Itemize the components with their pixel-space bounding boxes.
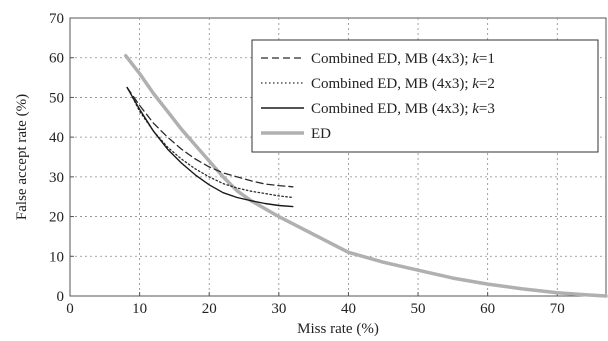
series-line-3 — [126, 86, 294, 208]
legend-label: ED — [311, 126, 331, 142]
legend-box — [251, 39, 599, 153]
x-tick-label: 50 — [411, 301, 426, 317]
x-tick-label: 40 — [341, 301, 356, 317]
x-tick-label: 70 — [550, 301, 565, 317]
x-tick-label: 60 — [480, 301, 495, 317]
legend: Combined ED, MB (4x3); k=1 Combined ED, M… — [251, 39, 599, 153]
y-tick-label: 0 — [57, 289, 65, 305]
series-layer — [123, 53, 608, 298]
series-line-4 — [123, 53, 608, 298]
x-tick-label: 0 — [66, 301, 74, 317]
y-tick-label: 60 — [49, 51, 64, 67]
y-tick-label: 30 — [49, 170, 64, 186]
y-tick-label: 40 — [49, 130, 64, 146]
x-tick-label: 20 — [202, 301, 217, 317]
x-tick-label: 10 — [132, 301, 147, 317]
x-tick-label: 30 — [271, 301, 286, 317]
y-tick-label: 70 — [49, 11, 64, 27]
legend-label: Combined ED, MB (4x3); k=3 — [311, 101, 495, 117]
legend-label: Combined ED, MB (4x3); k=1 — [311, 51, 495, 67]
y-tick-label: 50 — [49, 90, 64, 106]
axis-ticks: 0 10 20 30 40 50 60 70 0 10 20 30 40 50 60 70 — [49, 11, 565, 317]
series-line-1 — [126, 86, 294, 188]
y-axis-title: False accept rate (%) — [14, 94, 30, 220]
y-tick-label: 20 — [49, 210, 64, 226]
x-axis-title: Miss rate (%) — [297, 321, 379, 337]
y-tick-label: 10 — [49, 249, 64, 265]
legend-label: Combined ED, MB (4x3); k=2 — [311, 76, 495, 92]
